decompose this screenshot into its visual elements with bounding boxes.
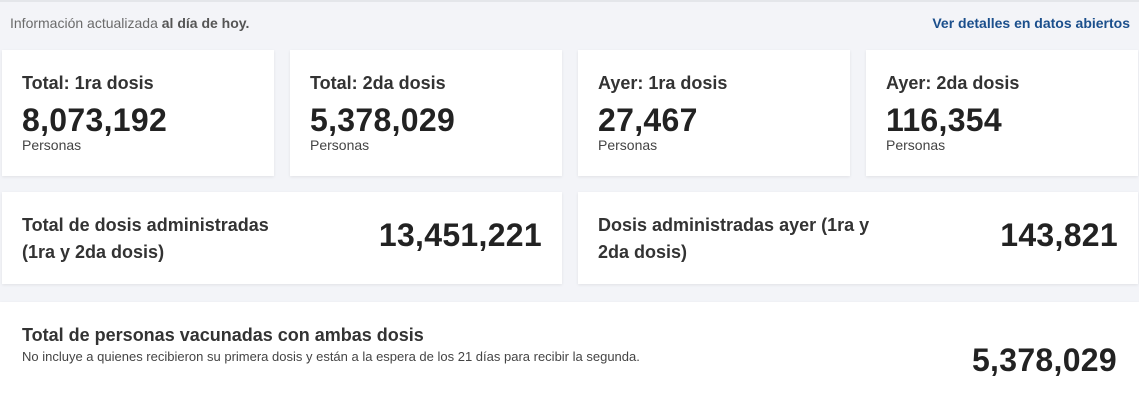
total-doses-card: Total de dosis administradas (1ra y 2da … (2, 192, 562, 284)
stat-title: Total: 2da dosis (310, 73, 446, 93)
stat-value: 116,354 (886, 102, 1003, 138)
stat-unit: Personas (22, 137, 82, 153)
fully-vaccinated-value: 5,378,029 (971, 342, 1117, 378)
stat-card-ayer-2da: Ayer: 2da dosis 116,354 Personas (866, 50, 1138, 176)
update-info-text: Información actualizada (10, 15, 158, 31)
yesterday-doses-card: Dosis administradas ayer (1ra y 2da dosi… (578, 192, 1138, 284)
update-info: Información actualizada al día de hoy. (10, 15, 249, 31)
total-doses-title: Total de dosis administradas (1ra y 2da … (22, 215, 269, 262)
stat-card-total-1ra: Total: 1ra dosis 8,073,192 Personas (2, 50, 274, 176)
yesterday-doses-value: 143,821 (1000, 217, 1118, 253)
stat-value: 8,073,192 (22, 102, 168, 138)
top-divider (0, 0, 1139, 2)
stat-unit: Personas (310, 137, 370, 153)
fully-vaccinated-description: No incluye a quienes recibieron su prime… (22, 349, 640, 364)
stat-card-ayer-1ra: Ayer: 1ra dosis 27,467 Personas (578, 50, 850, 176)
stat-value: 27,467 (598, 102, 698, 138)
stat-card-total-2da: Total: 2da dosis 5,378,029 Personas (290, 50, 562, 176)
open-data-link[interactable]: Ver detalles en datos abiertos (932, 15, 1130, 31)
stat-title: Ayer: 1ra dosis (598, 73, 728, 93)
stat-title: Ayer: 2da dosis (886, 73, 1020, 93)
stat-unit: Personas (598, 137, 658, 153)
stat-value: 5,378,029 (310, 102, 456, 138)
stat-unit: Personas (886, 137, 946, 153)
yesterday-doses-title: Dosis administradas ayer (1ra y 2da dosi… (598, 215, 870, 262)
total-doses-value: 13,451,221 (378, 217, 542, 253)
page-header: Información actualizada al día de hoy. V… (10, 15, 1130, 35)
fully-vaccinated-title: Total de personas vacunadas con ambas do… (22, 325, 424, 345)
fully-vaccinated-card: Total de personas vacunadas con ambas do… (0, 302, 1139, 415)
update-info-date: al día de hoy. (161, 15, 250, 31)
stat-title: Total: 1ra dosis (22, 73, 154, 93)
